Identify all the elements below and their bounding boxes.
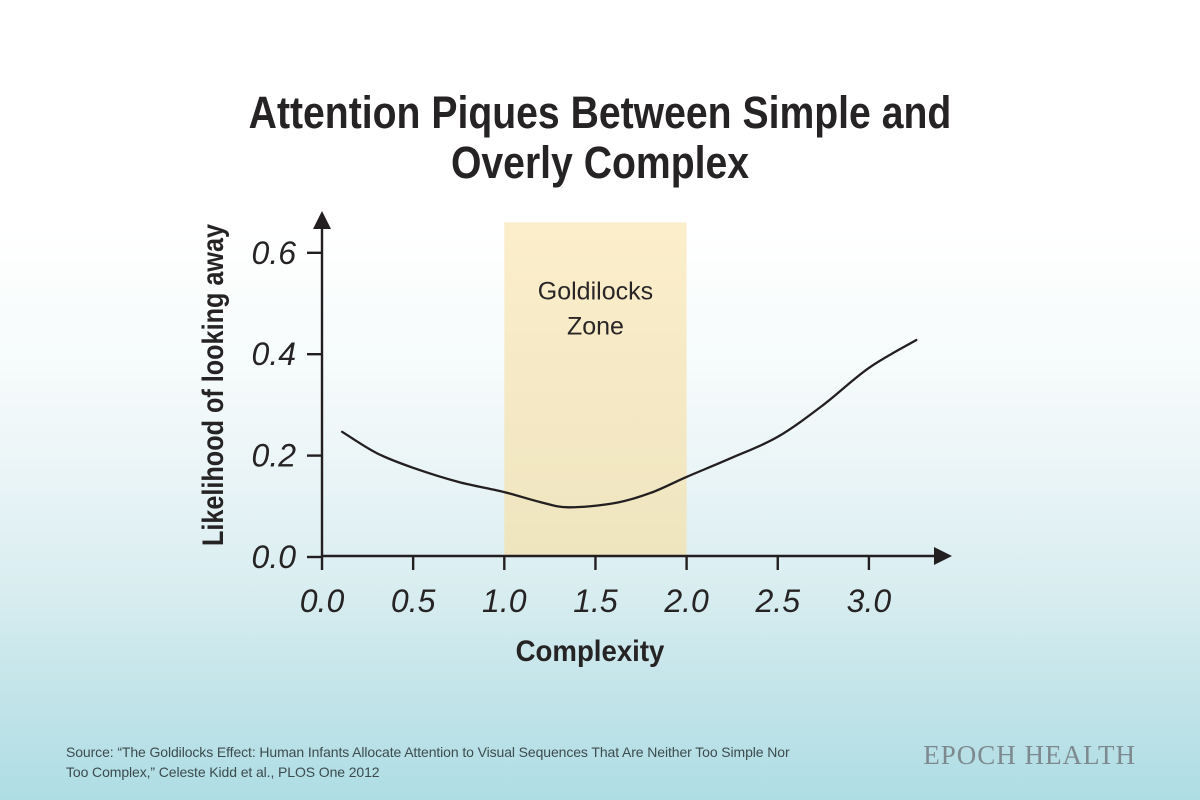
goldilocks-zone-label-line2: Zone [567, 312, 624, 340]
y-tick-label: 0.4 [252, 336, 296, 372]
x-axis-title: Complexity [515, 635, 665, 668]
y-axis-title: Likelihood of looking away [197, 223, 230, 547]
x-tick-label: 2.0 [663, 583, 709, 619]
y-tick-label: 0.0 [252, 539, 297, 575]
x-tick-label: 0.5 [391, 583, 436, 619]
source-citation: Source: “The Goldilocks Effect: Human In… [66, 742, 790, 782]
x-tick-label: 1.0 [482, 583, 527, 619]
attention-curve [340, 338, 918, 509]
source-citation-line1: Source: “The Goldilocks Effect: Human In… [66, 744, 790, 760]
chart-title-line2: Overly Complex [450, 137, 750, 188]
x-tick-label: 1.5 [573, 583, 618, 619]
source-citation-line2: Too Complex,” Celeste Kidd et al., PLOS … [66, 764, 380, 780]
x-tick-label: 3.0 [847, 583, 892, 619]
chart-title: Attention Piques Between Simple and Over… [78, 88, 1122, 188]
y-axis-arrow-icon [313, 211, 331, 229]
x-tick-label: 2.5 [755, 583, 801, 619]
x-axis-arrow-icon [934, 547, 952, 565]
epoch-health-logo: EPOCH HEALTH [923, 740, 1136, 770]
x-tick-label: 0.0 [300, 583, 345, 619]
y-tick-label: 0.6 [252, 235, 297, 271]
y-tick-label: 0.2 [252, 438, 297, 474]
goldilocks-zone-label-line1: Goldilocks [538, 277, 653, 305]
chart-title-line1: Attention Piques Between Simple and [248, 87, 952, 138]
